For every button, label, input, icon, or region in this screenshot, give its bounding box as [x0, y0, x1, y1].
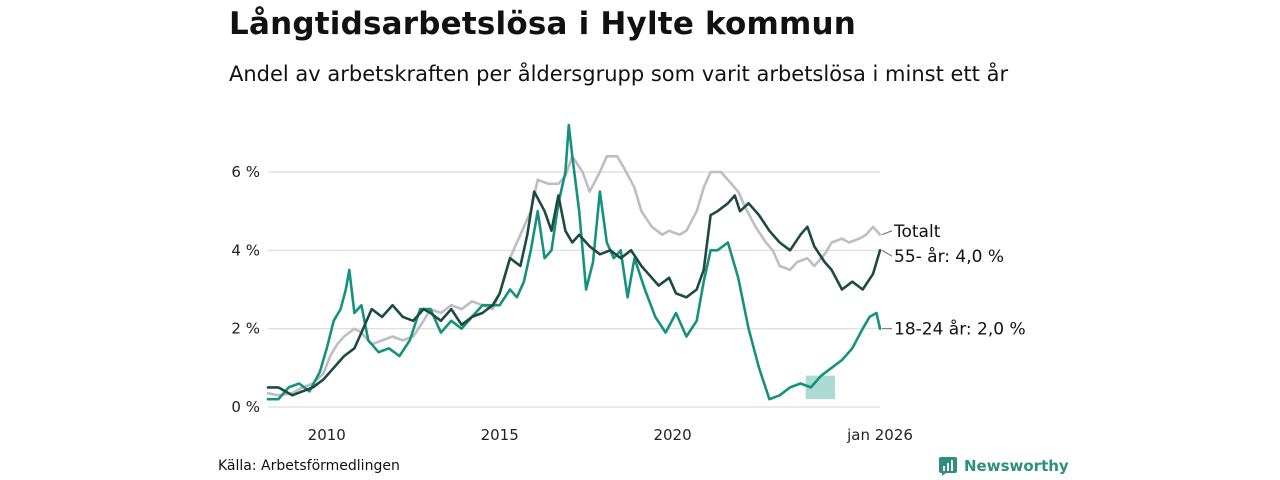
series-end-label: Totalt [893, 222, 941, 242]
y-tick-label: 2 % [231, 320, 260, 338]
uncertainty-band [805, 375, 836, 400]
chart-subtitle: Andel av arbetskraften per åldersgrupp s… [229, 62, 1009, 86]
label-leader [881, 249, 893, 257]
x-tick-label: 2010 [308, 426, 346, 444]
y-tick-label: 0 % [231, 398, 260, 416]
series-line-55-r [266, 190, 882, 397]
series-line-totalt [266, 155, 882, 397]
source-note: Källa: Arbetsförmedlingen [218, 458, 400, 474]
chart-title: Långtidsarbetslösa i Hylte kommun [229, 6, 857, 42]
brand-logo: Newsworthy [938, 455, 1069, 477]
x-tick-label: jan 2026 [846, 426, 913, 444]
y-tick-label: 4 % [231, 241, 260, 259]
brand-name: Newsworthy [964, 457, 1069, 475]
x-tick-label: 2020 [653, 426, 691, 444]
newsworthy-logo-icon [939, 457, 957, 476]
series-end-label: 55- år: 4,0 % [894, 246, 1004, 267]
label-leader [881, 230, 893, 236]
x-tick-label: 2015 [481, 426, 519, 444]
series-end-label: 18-24 år: 2,0 % [894, 319, 1026, 340]
series-line-18-24-r [266, 123, 882, 401]
y-tick-label: 6 % [231, 163, 260, 181]
